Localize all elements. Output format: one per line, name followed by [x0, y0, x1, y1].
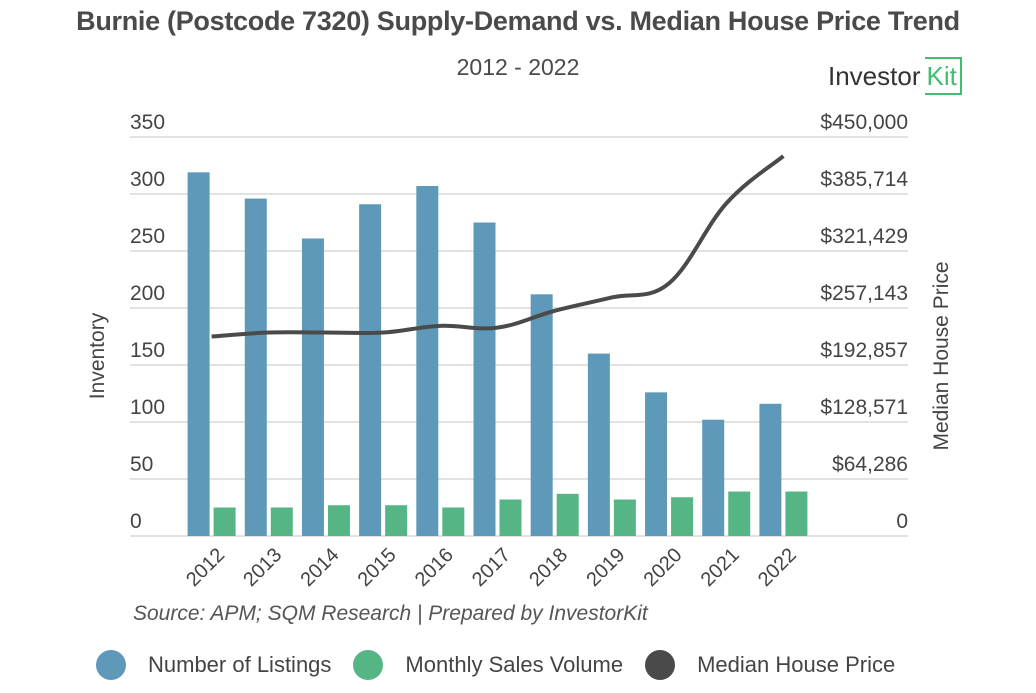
bar-listings	[530, 294, 553, 536]
bar-listings	[702, 419, 725, 536]
bar-sales	[442, 507, 465, 536]
x-tick-label: 2018	[525, 544, 572, 591]
investorkit-logo: Investor Kit	[828, 56, 962, 96]
x-tick-label: 2021	[697, 544, 744, 591]
bar-listings	[759, 403, 782, 536]
logo-kit: Kit	[924, 57, 962, 95]
legend: Number of Listings Monthly Sales Volume …	[96, 650, 917, 680]
x-tick-label: 2013	[239, 544, 286, 591]
y2-tick-label: $385,714	[820, 168, 908, 191]
y-tick-label: 50	[130, 453, 153, 476]
legend-item-sales[interactable]: Monthly Sales Volume	[353, 650, 623, 680]
bar-listings	[645, 392, 668, 536]
y-tick-label: 0	[130, 510, 142, 533]
bar-listings	[359, 204, 382, 536]
line-median-price	[211, 154, 785, 339]
y2-axis-title: Median House Price	[930, 261, 953, 450]
legend-dot-price	[645, 650, 676, 680]
bar-sales	[785, 491, 808, 536]
y2-tick-label: $257,143	[820, 282, 908, 305]
y-tick-label: 350	[130, 111, 165, 134]
bar-sales	[385, 505, 408, 536]
x-tick-label: 2020	[640, 544, 687, 591]
bar-sales	[613, 499, 636, 536]
y-tick-label: 200	[130, 282, 165, 305]
y-tick-label: 300	[130, 168, 165, 191]
y2-tick-label: $192,857	[820, 339, 908, 362]
y2-tick-label: $128,571	[820, 396, 908, 419]
x-tick-label: 2019	[582, 544, 629, 591]
bar-sales	[327, 505, 350, 536]
legend-label-listings: Number of Listings	[148, 652, 332, 677]
y2-tick-label: 0	[896, 510, 908, 533]
chart-title: Burnie (Postcode 7320) Supply-Demand vs.…	[76, 6, 960, 36]
y-axis-title: Inventory	[86, 312, 109, 399]
x-tick-label: 2012	[182, 544, 229, 591]
legend-item-listings[interactable]: Number of Listings	[96, 650, 331, 680]
bar-sales	[499, 499, 522, 536]
bar-listings	[187, 172, 210, 536]
source-note: Source: APM; SQM Research | Prepared by …	[133, 602, 648, 625]
y2-tick-label: $450,000	[820, 111, 908, 134]
bar-sales	[671, 497, 694, 536]
bar-listings	[244, 198, 267, 536]
chart-subtitle: 2012 - 2022	[456, 54, 580, 80]
bar-listings	[473, 222, 496, 536]
bar-sales	[213, 507, 236, 536]
legend-label-sales: Monthly Sales Volume	[405, 652, 624, 677]
legend-dot-sales	[353, 650, 384, 680]
y2-tick-label: $64,286	[832, 453, 908, 476]
x-tick-label: 2015	[354, 544, 401, 591]
bar-sales	[270, 507, 293, 536]
x-tick-label: 2022	[754, 544, 801, 591]
x-tick-label: 2016	[411, 544, 458, 591]
bar-listings	[587, 353, 610, 536]
y-tick-label: 100	[130, 396, 165, 419]
y2-tick-label: $321,429	[820, 225, 908, 248]
y-tick-label: 150	[130, 339, 165, 362]
bar-listings	[416, 186, 439, 536]
legend-label-price: Median House Price	[697, 652, 896, 677]
x-tick-label: 2017	[468, 544, 515, 591]
x-tick-label: 2014	[296, 544, 343, 591]
legend-item-price[interactable]: Median House Price	[645, 650, 895, 680]
logo-text: Investor	[828, 60, 921, 91]
y-tick-label: 250	[130, 225, 165, 248]
bar-sales	[556, 493, 579, 536]
bar-listings	[301, 238, 324, 536]
legend-dot-listings	[96, 650, 126, 680]
bar-sales	[728, 491, 751, 536]
